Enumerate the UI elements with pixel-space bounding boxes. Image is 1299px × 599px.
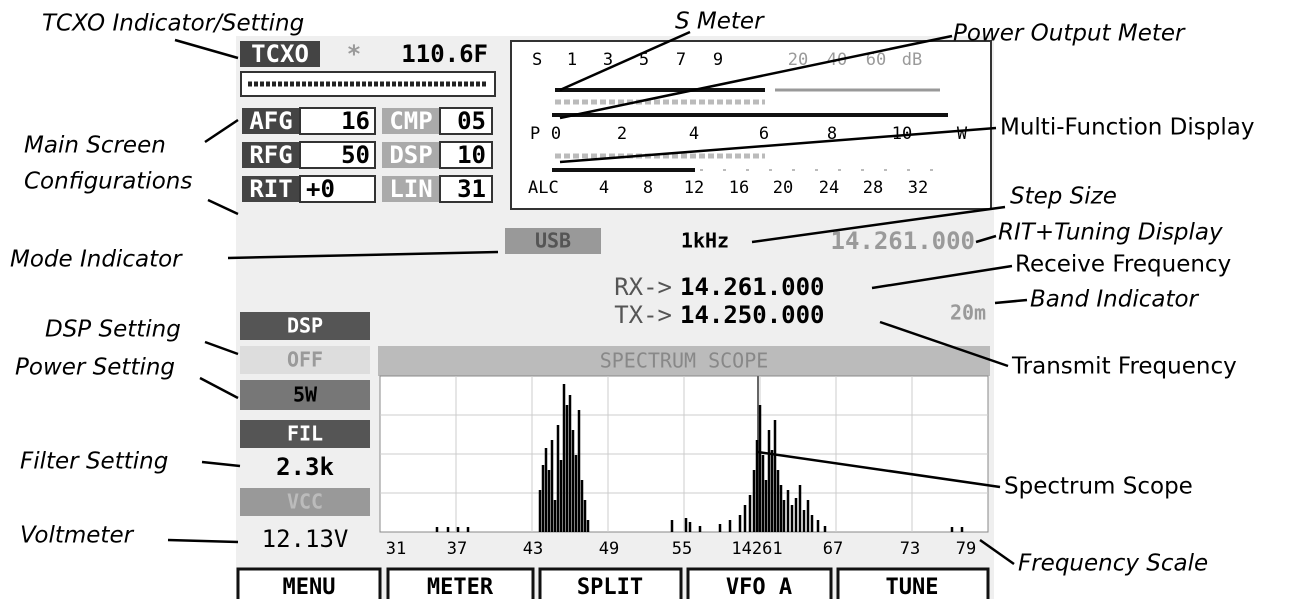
alc-meter-tick: 8	[643, 178, 653, 198]
scale-label: 37	[447, 539, 467, 559]
annotation: DSP Setting	[45, 317, 181, 343]
annotation: Voltmeter	[20, 523, 135, 549]
scale-label: 67	[823, 539, 843, 559]
p-meter-tick: 0	[551, 124, 561, 144]
tcxo-value: 110.6F	[401, 40, 488, 68]
s-meter-tick: 7	[676, 50, 686, 70]
dsp-value: OFF	[287, 348, 323, 372]
power-value: 5W	[293, 383, 318, 407]
voltage: 12.13V	[262, 525, 349, 553]
tcxo-label: TCXO	[251, 40, 309, 68]
alc-meter-tick: 28	[863, 178, 883, 198]
annotation: RIT+Tuning Display	[998, 220, 1223, 246]
scale-label: 43	[523, 539, 543, 559]
config-value: +0	[306, 175, 335, 203]
s-meter-label: S	[532, 50, 542, 70]
annotation: Main Screen	[24, 133, 166, 159]
filter-value: 2.3k	[276, 453, 334, 481]
s-meter-tick: 9	[713, 50, 723, 70]
scale-label: 49	[599, 539, 619, 559]
config-label: LIN	[389, 175, 432, 203]
p-meter-label: P	[530, 124, 540, 144]
s-meter-tick: dB	[902, 50, 922, 70]
config-value: 16	[341, 107, 370, 135]
annotation: Band Indicator	[1030, 287, 1200, 313]
button-bar: MENU METER SPLIT VFO A TUNE	[238, 569, 988, 599]
scale-label: 73	[900, 539, 920, 559]
filter-label: FIL	[287, 422, 323, 446]
p-meter-tick: 4	[689, 124, 699, 144]
alc-meter-tick: 20	[773, 178, 793, 198]
annotation: Spectrum Scope	[1004, 474, 1193, 500]
annotation: TCXO Indicator/Setting	[42, 11, 304, 37]
scale-label: 55	[672, 539, 692, 559]
scale-label: 79	[956, 539, 976, 559]
alc-meter-tick: 12	[684, 178, 704, 198]
config-value: 50	[341, 141, 370, 169]
alc-meter-label: ALC	[528, 178, 559, 198]
annotation: Configurations	[24, 169, 192, 195]
annotation: Power Setting	[15, 355, 175, 381]
vcc-label: VCC	[287, 490, 323, 514]
config-value: 05	[457, 107, 486, 135]
mode: USB	[535, 229, 571, 253]
config-value: 10	[457, 141, 486, 169]
annotation: Mode Indicator	[10, 247, 183, 273]
annotation: Filter Setting	[20, 449, 168, 475]
scale-label: 31	[386, 539, 406, 559]
config-label: CMP	[389, 107, 432, 135]
p-meter-tick: 2	[617, 124, 627, 144]
band: 20m	[950, 301, 986, 325]
annotation: Step Size	[1010, 184, 1117, 210]
config-grid: AFG 16 CMP 05 RFG 50 DSP 10 RIT +0 LIN 3…	[242, 107, 492, 203]
annotation: Power Output Meter	[953, 21, 1186, 47]
annotation: Receive Frequency	[1015, 252, 1231, 278]
annotation: S Meter	[675, 9, 765, 35]
scope-title: SPECTRUM SCOPE	[600, 349, 769, 373]
vfo-button-label[interactable]: VFO A	[726, 575, 792, 599]
meter-button-label[interactable]: METER	[427, 575, 494, 599]
leader-line	[995, 300, 1027, 303]
config-label: DSP	[389, 141, 432, 169]
alc-meter-tick: 32	[908, 178, 928, 198]
leader-line	[175, 40, 238, 58]
p-meter-tick: 6	[759, 124, 769, 144]
tx-label: TX->	[614, 301, 672, 329]
annotated-screen: TCXO * 110.6F AFG 16 CMP 05 RFG 50 DSP 1…	[0, 0, 1299, 599]
alc-meter-tick: 16	[729, 178, 749, 198]
split-button-label[interactable]: SPLIT	[577, 575, 643, 599]
config-label: AFG	[249, 107, 292, 135]
p-meter-unit: W	[957, 124, 968, 144]
step-size: 1kHz	[681, 229, 729, 253]
menu-button-label[interactable]: MENU	[283, 575, 336, 599]
rit-frequency: 14.261.000	[831, 227, 976, 255]
leader-line	[205, 342, 238, 354]
dsp-label: DSP	[287, 314, 323, 338]
alc-meter-tick: 24	[819, 178, 839, 198]
leader-line	[205, 120, 238, 214]
annotation: Frequency Scale	[1018, 551, 1208, 577]
annotation: Multi-Function Display	[1000, 115, 1254, 141]
rx-frequency: 14.261.000	[680, 273, 825, 301]
alc-meter-tick: 4	[599, 178, 609, 198]
config-value: 31	[457, 175, 486, 203]
tune-button-label[interactable]: TUNE	[886, 575, 939, 599]
scale-label: 14261	[731, 539, 782, 559]
rx-label: RX->	[614, 273, 672, 301]
s-meter-tick: 1	[567, 50, 577, 70]
config-label: RIT	[249, 175, 292, 203]
leader-line	[202, 462, 240, 466]
leader-line	[200, 378, 238, 398]
leader-line	[168, 540, 238, 542]
tcxo-marker: *	[347, 40, 361, 68]
config-label: RFG	[249, 141, 292, 169]
annotation: Transmit Frequency	[1011, 354, 1237, 380]
tx-frequency: 14.250.000	[680, 301, 825, 329]
